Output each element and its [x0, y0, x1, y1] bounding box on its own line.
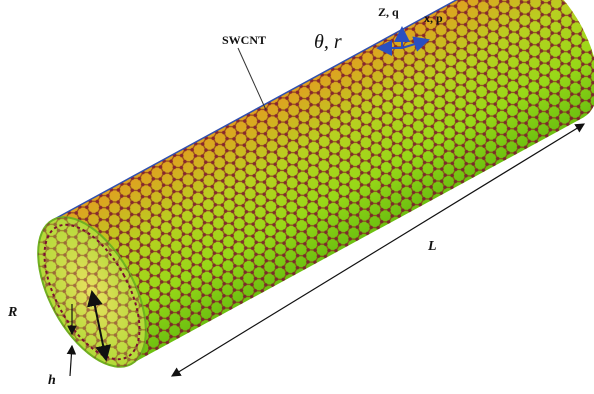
thickness-label: h — [48, 373, 56, 388]
radius-label: R — [7, 305, 17, 320]
length-label: L — [427, 239, 437, 254]
nanotube — [16, 0, 594, 384]
theta-label: θ, r — [314, 31, 342, 53]
thickness-arrow — [70, 346, 72, 376]
z-label: Z, q — [378, 5, 399, 19]
leader-line — [238, 48, 266, 110]
diagram: SWCNT θ, r Z, q x, p L R h — [0, 0, 594, 394]
swcnt-label: SWCNT — [222, 33, 266, 47]
x-label: x, p — [424, 11, 443, 25]
